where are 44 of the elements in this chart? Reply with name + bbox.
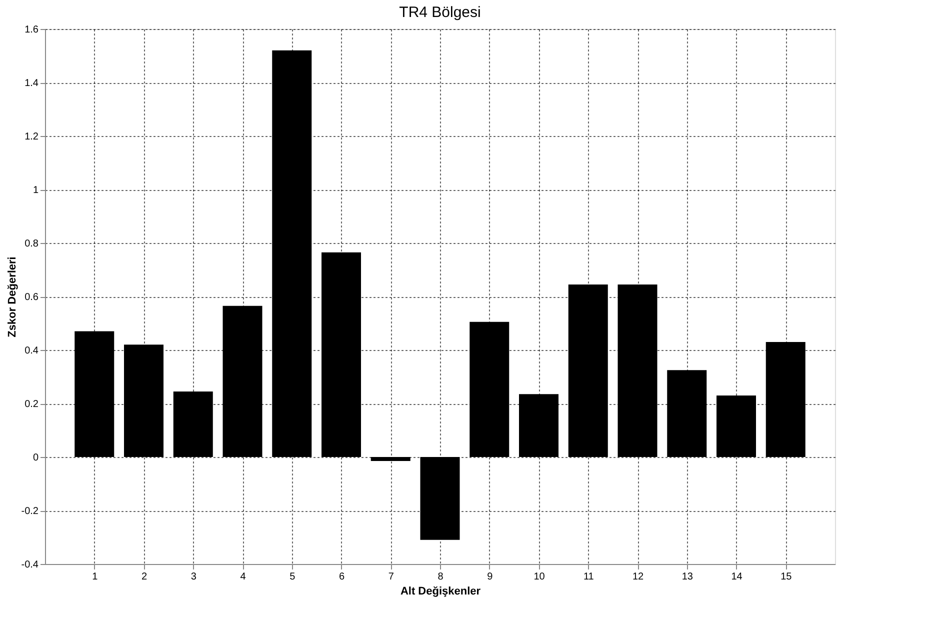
y-tick-label: 0.8 (24, 238, 39, 250)
x-tick-label: 5 (290, 572, 296, 582)
bar (420, 457, 460, 540)
y-tick-label: 1 (32, 185, 39, 196)
x-tick-label: 6 (338, 572, 345, 582)
x-tick-label: 11 (583, 572, 594, 582)
bar (766, 342, 806, 457)
bar (667, 370, 707, 457)
x-tick-label: 10 (534, 572, 546, 582)
y-tick-label: -0.4 (21, 560, 39, 570)
bar (322, 252, 361, 457)
y-tick-label: 1.2 (24, 132, 39, 142)
y-tick-label: -0.2 (21, 506, 39, 517)
x-tick-label: 7 (388, 572, 394, 582)
x-tick-label: 12 (632, 572, 644, 582)
x-tick-label: 2 (141, 572, 148, 582)
y-tick-label: 0.6 (24, 292, 39, 303)
bar (74, 331, 114, 457)
x-axis-title: Alt Değişkenler (400, 586, 482, 598)
bar (222, 306, 262, 457)
bar (370, 457, 410, 462)
bar (272, 50, 312, 457)
x-tick-label: 15 (780, 572, 792, 582)
bar (568, 284, 608, 457)
y-tick-label: 0.2 (24, 399, 39, 410)
bar (618, 284, 658, 457)
x-tick-label: 1 (92, 572, 98, 582)
bar (470, 322, 510, 457)
x-tick-label: 8 (438, 572, 444, 582)
bar (716, 395, 756, 457)
y-tick-label: 0.4 (24, 346, 39, 356)
bar (124, 344, 164, 457)
bar (173, 391, 213, 457)
y-tick-label: 0 (32, 452, 39, 464)
x-tick-label: 13 (682, 572, 694, 582)
x-tick-label: 14 (731, 572, 743, 582)
y-axis-title: Zskor Değerleri (6, 256, 18, 338)
x-tick-label: 9 (487, 572, 494, 582)
y-tick-label: 1.6 (24, 24, 39, 36)
bar (519, 394, 558, 457)
x-tick-label: 3 (190, 572, 197, 582)
y-tick-label: 1.4 (24, 78, 39, 89)
chart-title: TR4 Bölgesi (399, 4, 481, 21)
x-tick-label: 4 (240, 572, 246, 582)
